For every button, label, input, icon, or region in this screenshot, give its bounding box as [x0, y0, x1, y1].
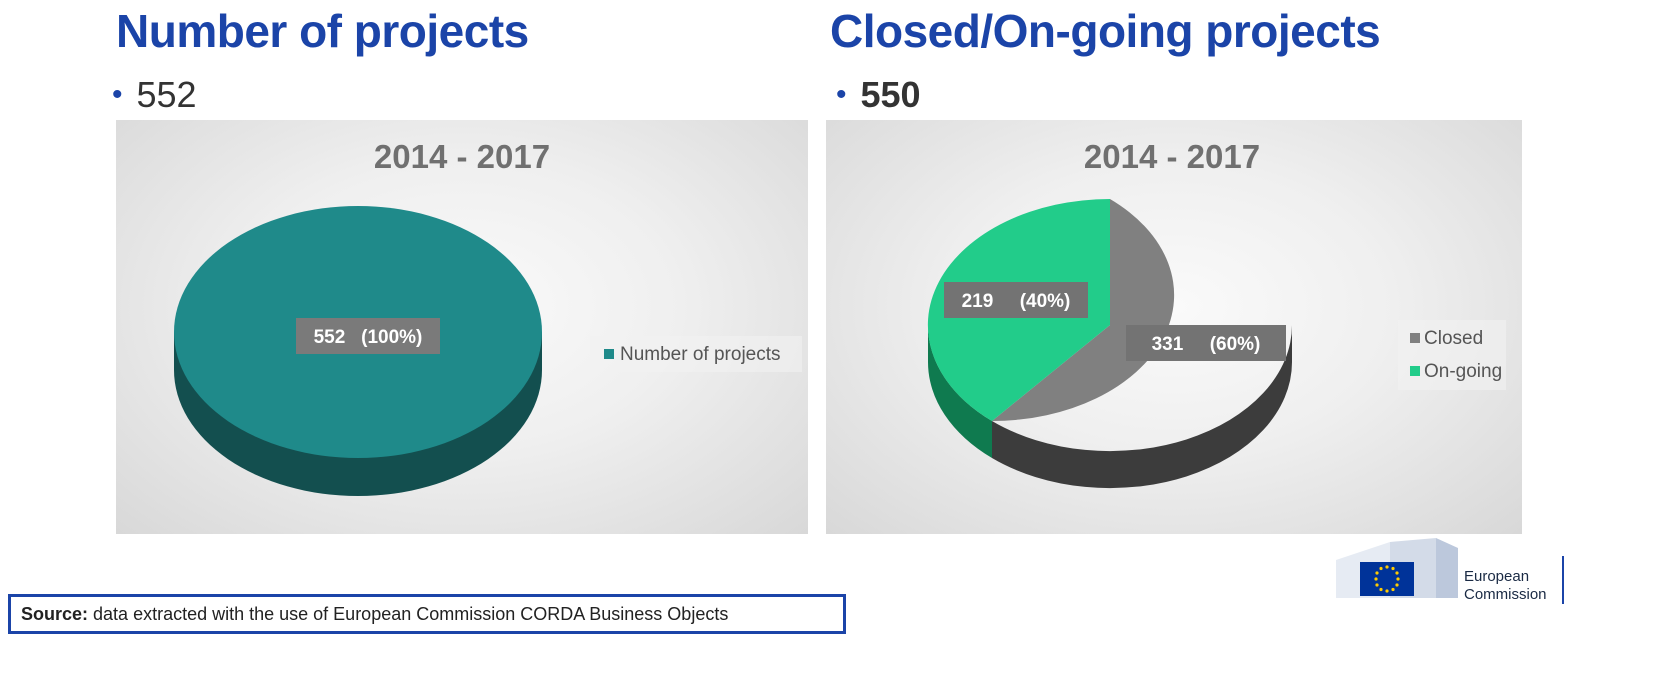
right-bullet: • 550	[836, 74, 921, 116]
right-pie-side-on-going	[928, 325, 992, 458]
right-heading: Closed/On-going projects	[830, 5, 1381, 57]
right-pie-slice-closed	[992, 199, 1175, 421]
left-chart-panel: 2014 - 2017 552 (100%) Number of project…	[116, 120, 808, 534]
bullet-icon: •	[112, 78, 123, 111]
right-data-label-on-going: 219 (40%)	[962, 291, 1071, 312]
left-chart-title: 2014 - 2017	[374, 138, 550, 175]
right-legend-swatch-on-going	[1410, 366, 1420, 376]
bullet-icon: •	[836, 78, 847, 111]
right-bullet-value: 550	[860, 74, 921, 115]
left-data-label: 552 (100%)	[314, 327, 423, 348]
source-label: Source:	[21, 604, 89, 624]
ec-logo-text: European Commission	[1464, 568, 1547, 604]
european-commission-logo	[1336, 538, 1458, 598]
left-bullet-value: 552	[136, 74, 197, 115]
left-legend-swatch	[604, 349, 614, 359]
left-pie-chart: 2014 - 2017 552 (100%) Number of project…	[174, 138, 802, 496]
right-legend-bg	[1398, 320, 1506, 390]
ec-logo-divider	[1562, 556, 1564, 604]
right-legend-swatch-closed	[1410, 333, 1420, 343]
source-note: Source: data extracted with the use of E…	[8, 594, 846, 634]
left-legend-label: Number of projects	[620, 344, 781, 365]
right-chart-panel: 2014 - 2017 331 (60%) 219 (40%) Closed O…	[826, 120, 1522, 534]
left-heading: Number of projects	[116, 5, 529, 57]
source-text: data extracted with the use of European …	[88, 604, 729, 624]
right-data-label-box-on-going	[944, 282, 1088, 318]
right-data-label-box-closed	[1126, 325, 1286, 361]
right-legend-label-on-going: On-going	[1424, 361, 1502, 382]
right-legend-label-closed: Closed	[1424, 328, 1483, 349]
ec-logo-line1: European	[1464, 568, 1530, 585]
left-legend-bg	[590, 336, 802, 372]
left-data-label-box	[296, 318, 440, 354]
ec-logo-line2: Commission	[1464, 586, 1547, 603]
right-pie-side-closed	[992, 325, 1292, 489]
right-data-label-closed: 331 (60%)	[1152, 334, 1261, 355]
left-bullet: • 552	[112, 74, 197, 116]
right-chart-title: 2014 - 2017	[1084, 138, 1260, 175]
right-pie-chart: 2014 - 2017 331 (60%) 219 (40%) Closed O…	[927, 138, 1506, 489]
